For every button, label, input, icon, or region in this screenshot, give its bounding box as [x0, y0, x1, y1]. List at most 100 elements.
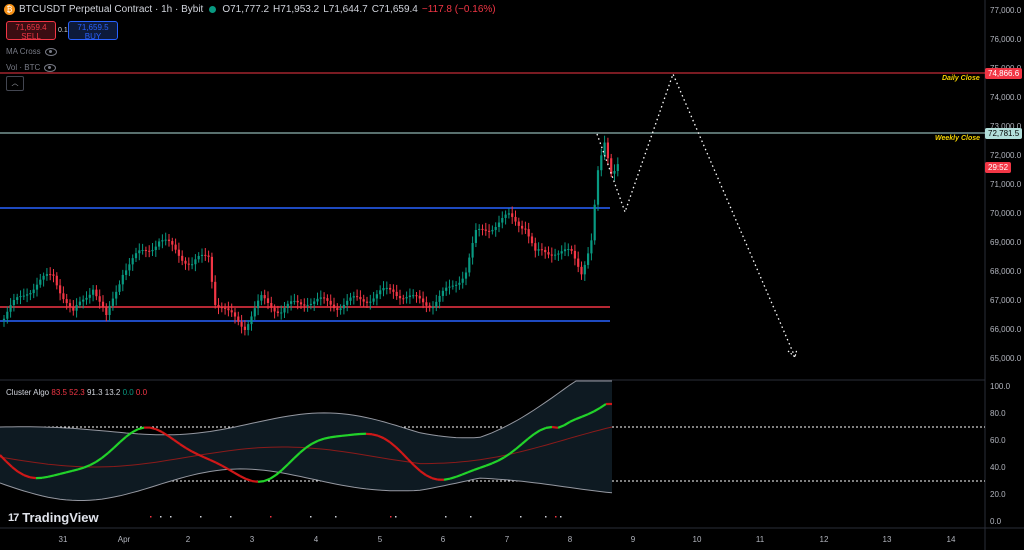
candle-body [151, 249, 154, 252]
candle-body [32, 289, 35, 294]
tradingview-logo[interactable]: 17 TradingView [8, 510, 99, 525]
candle-body [191, 264, 194, 266]
candle-body [379, 290, 382, 295]
candle-body [488, 230, 491, 232]
symbol-header[interactable]: ₿ BTCUSDT Perpetual Contract · 1h · Bybi… [4, 4, 496, 15]
osc-main-segment [101, 452, 109, 459]
candle-body [550, 254, 553, 256]
osc-main-segment [389, 441, 397, 449]
candle-body [293, 300, 296, 302]
candle-body [276, 311, 279, 313]
candle-body [461, 278, 464, 283]
candle-body [375, 294, 378, 299]
time-axis-label: 13 [882, 535, 892, 544]
candle-body [491, 229, 494, 232]
osc-main-segment [185, 447, 193, 453]
collapse-legend-button[interactable]: ︿ [6, 76, 24, 91]
candle-body [144, 250, 147, 252]
osc-main-segment [293, 451, 301, 460]
candle-body [359, 296, 362, 300]
ohlc-high: H71,953.2 [273, 4, 320, 15]
osc-main-segment [599, 403, 607, 409]
candle-body [316, 298, 319, 302]
candle-body [478, 228, 481, 231]
candle-body [283, 307, 286, 313]
candle-body [35, 284, 39, 290]
oscillator-value: 0.0 [120, 388, 134, 397]
candle-body [501, 217, 504, 223]
tradingview-logo-text: TradingView [22, 510, 99, 525]
candle-body [319, 297, 322, 299]
candle-body [55, 275, 58, 286]
osc-main-segment [473, 466, 481, 471]
osc-main-segment [191, 450, 199, 456]
candle-body [336, 308, 339, 310]
price-axis-label: 66,000.0 [990, 325, 1022, 334]
candle-body [115, 291, 118, 299]
candle-body [154, 246, 157, 250]
time-axis-label: Apr [117, 535, 131, 544]
time-axis-label: 14 [946, 535, 956, 544]
candle-body [85, 297, 88, 300]
time-axis-label: 12 [819, 535, 829, 544]
osc-main-segment [539, 426, 547, 432]
oscillator-value: 83.5 [51, 388, 67, 397]
osc-signal-dots [150, 516, 562, 518]
candle-body [349, 297, 352, 301]
price-axis-label: 77,000.0 [990, 6, 1022, 15]
osc-main-segment [65, 469, 73, 474]
buy-button[interactable]: 71,659.5 BUY [68, 21, 118, 41]
candle-body [369, 301, 372, 303]
candle-body [534, 243, 537, 251]
candle-body [158, 241, 161, 247]
oscillator-axis-label: 0.0 [990, 517, 1002, 526]
candle-body [412, 295, 415, 297]
candle-body [280, 312, 283, 314]
candle-body [52, 274, 55, 276]
osc-main-segment [347, 433, 355, 437]
candle-body [306, 304, 309, 306]
sell-button[interactable]: 71,659.4 SELL [6, 21, 56, 41]
candle-body [29, 293, 32, 295]
indicator-volume[interactable]: Vol · BTC [6, 63, 57, 72]
osc-main-segment [83, 464, 91, 469]
candle-body [365, 301, 369, 303]
oscillator-legend[interactable]: Cluster Algo 83.5 52.3 91.3 13.2 0.0 0.0 [6, 388, 147, 397]
candle-body [385, 287, 388, 289]
indicator-ma-cross[interactable]: MA Cross [6, 47, 57, 56]
candle-body [263, 295, 266, 299]
time-axis-label: 3 [249, 535, 255, 544]
candle-body [59, 285, 62, 294]
osc-main-segment [329, 435, 337, 439]
osc-main-segment [593, 406, 601, 413]
indicator-label: Vol · BTC [6, 63, 41, 72]
candle-body [441, 290, 444, 296]
candle-body [504, 214, 507, 218]
candle-body [42, 275, 45, 280]
candle-body [227, 308, 230, 311]
sell-price: 71,659.4 [15, 23, 47, 32]
candle-body [207, 255, 210, 257]
osc-main-segment [497, 456, 505, 462]
candle-body [339, 308, 342, 310]
candle-body [131, 258, 134, 265]
candle-body [521, 225, 524, 229]
osc-band-lower [0, 468, 613, 501]
osc-main-segment [29, 476, 37, 480]
eye-icon[interactable] [44, 47, 57, 56]
candle-body [237, 316, 240, 322]
candle-body [260, 295, 263, 301]
time-axis-label: 10 [692, 535, 702, 544]
symbol-title[interactable]: BTCUSDT Perpetual Contract · 1h · Bybit [19, 4, 204, 15]
osc-signal-dot [230, 516, 232, 518]
osc-main-segment [527, 433, 535, 440]
daily-close-label: Daily Close [942, 75, 980, 82]
osc-signal-dot [160, 516, 162, 518]
osc-main-segment [461, 471, 469, 476]
eye-icon[interactable] [44, 63, 57, 72]
osc-main-segment [425, 474, 433, 480]
candle-body [39, 279, 42, 285]
candle-body [346, 300, 349, 305]
osc-main-segment [563, 420, 571, 427]
